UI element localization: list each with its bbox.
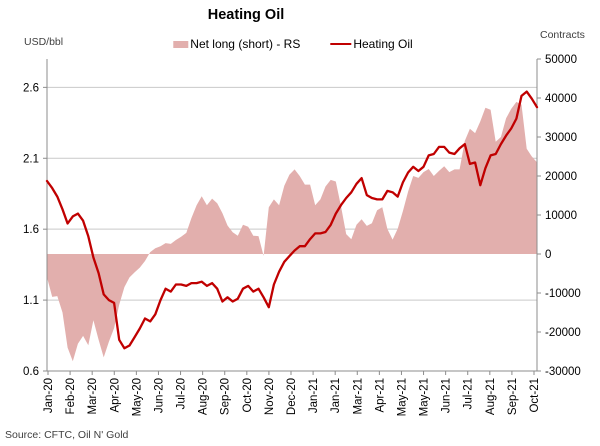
x-axis-tick-label: Mar-20 [87,378,99,414]
x-axis-tick-label: Jun-20 [153,378,165,413]
legend: Net long (short) - RS Heating Oil [173,37,413,51]
x-axis-tick-label: Sep-20 [220,378,232,415]
x-axis-tick-label: Jun-21 [441,378,453,413]
right-axis-tick-label: 30000 [545,132,577,144]
left-axis-tick-label: 2.1 [23,153,39,165]
legend-line-swatch-icon [330,43,352,45]
x-axis-tick-label: Feb-20 [65,378,77,414]
left-axis-tick-label: 1.6 [23,224,39,236]
x-axis-tick-label: Oct-20 [242,378,254,413]
x-axis-tick-label: Jul-20 [176,378,188,409]
x-axis-tick-label: Jan-20 [43,378,55,413]
legend-item-net-long: Net long (short) - RS [173,37,300,51]
right-axis-tick-label: -10000 [545,288,581,300]
chart-title: Heating Oil [207,7,285,23]
x-axis-tick-label: Aug-21 [485,378,497,415]
right-axis-tick-label: -30000 [545,366,581,378]
x-axis-tick-label: Nov-20 [264,378,276,415]
line-series-heating-oil [45,90,539,350]
legend-line-label: Heating Oil [353,37,413,51]
right-axis-tick-label: -20000 [545,327,581,339]
area-series-net-long [47,101,537,362]
x-axis-tick-label: Aug-20 [198,378,210,415]
x-axis-tick-label: Jan-21 [308,378,320,413]
left-axis-tick-label: 2.6 [23,82,39,94]
right-axis-tick-label: 20000 [545,171,577,183]
x-axis-tick-label: May-20 [131,378,143,416]
x-axis-tick-label: Jan-21 [330,378,342,413]
x-axis-tick-label: Apr-20 [109,378,121,413]
x-axis-tick-label: Oct-21 [529,378,541,413]
left-axis-tick-label: 1.1 [23,295,39,307]
legend-area-label: Net long (short) - RS [190,37,301,51]
source-note: Source: CFTC, Oil N' Gold [5,429,129,441]
right-axis-tick-label: 10000 [545,210,577,222]
x-axis-tick-label: Mar-21 [352,378,364,414]
x-axis-tick-label: Apr-21 [374,378,386,413]
x-axis-tick-label: Jul-21 [463,378,475,409]
legend-area-swatch-icon [173,40,189,48]
right-axis-tick-label: 40000 [545,93,577,105]
x-axis-tick-label: May-21 [396,378,408,416]
x-axis-tick-label: May-21 [419,378,431,416]
legend-item-heating-oil: Heating Oil [330,37,413,51]
right-axis-tick-label: 50000 [545,54,577,66]
x-axis-tick-label: Sep-21 [507,378,519,415]
left-axis-tick-label: 0.6 [23,366,39,378]
left-axis-unit-label: USD/bbl [24,36,64,48]
x-axis-tick-label: Dec-20 [286,378,298,415]
right-axis-tick-label: 0 [545,249,551,261]
right-axis-unit-label: Contracts [540,29,585,41]
